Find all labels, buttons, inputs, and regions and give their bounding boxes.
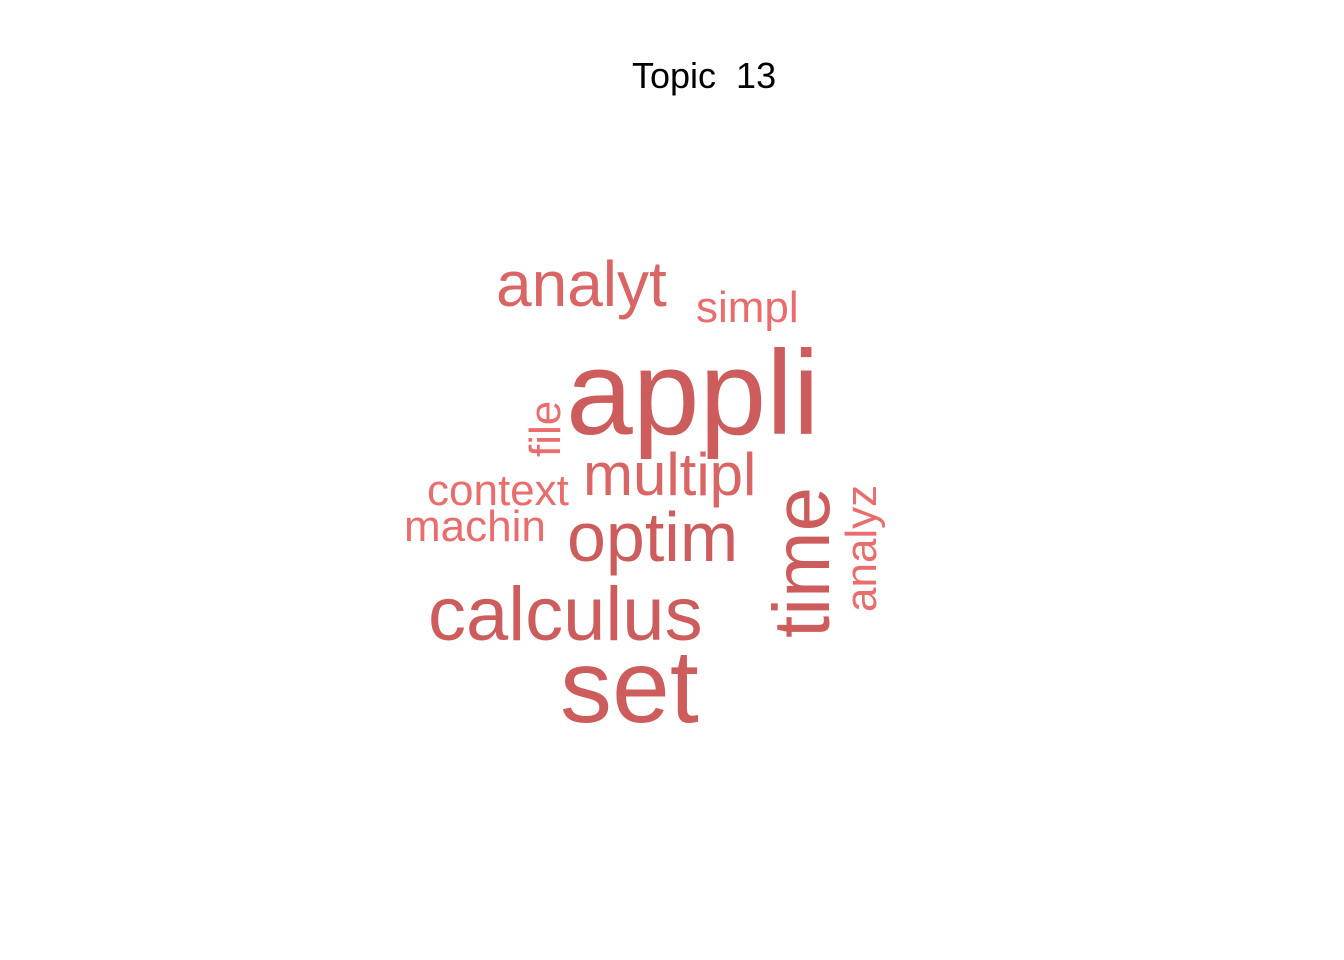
word-time: time [757,486,846,638]
chart-title: Topic 13 [632,55,777,96]
word-context: context [427,466,569,515]
word-analyt: analyt [496,248,667,320]
word-set: set [560,629,699,745]
word-analyz: analyz [837,484,886,612]
word-appli: appli [566,326,820,460]
word-calculus: calculus [428,572,703,657]
word-file: file [521,400,570,457]
word-simpl: simpl [696,283,799,332]
word-optim: optim [567,498,739,576]
word-multipl: multipl [583,441,757,508]
word-machin: machin [404,502,546,551]
